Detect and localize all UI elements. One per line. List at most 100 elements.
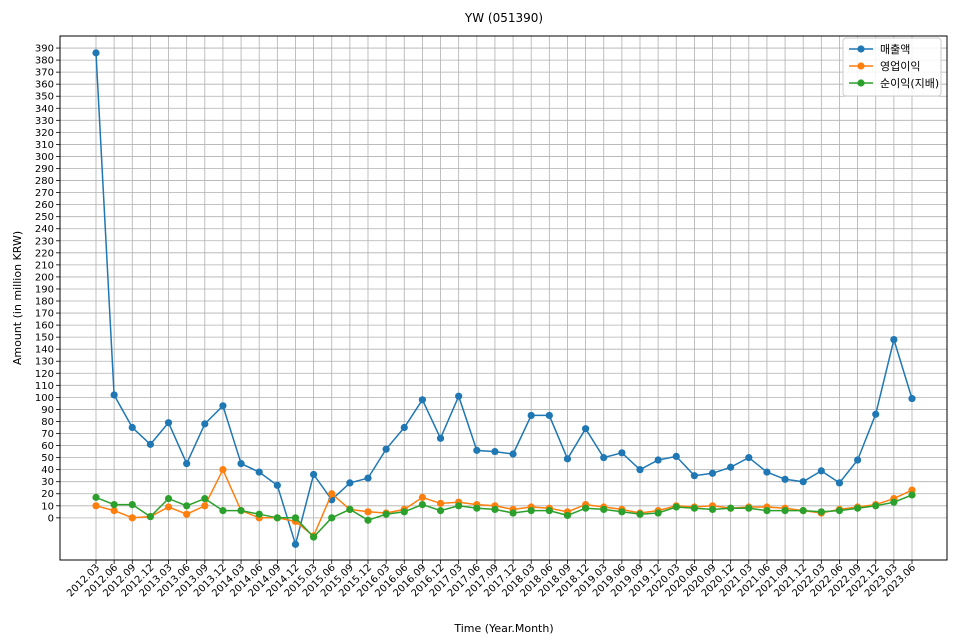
data-point: [219, 402, 227, 410]
data-point: [328, 490, 336, 498]
y-tick-label: 180: [35, 297, 54, 308]
series-line-1: [95, 467, 913, 538]
y-tick-label: 250: [35, 212, 54, 223]
data-point: [201, 420, 209, 428]
data-point: [799, 507, 807, 515]
y-tick-label: 160: [35, 321, 54, 332]
y-tick-label: 240: [35, 224, 54, 235]
data-point: [418, 500, 426, 509]
series-line-2: [95, 494, 913, 539]
data-point: [890, 498, 898, 506]
y-tick-label: 80: [41, 417, 54, 428]
data-point: [509, 450, 517, 458]
data-point: [455, 392, 463, 400]
y-tick-label: 10: [41, 501, 54, 512]
data-point: [110, 507, 118, 515]
y-tick-label: 150: [35, 333, 54, 344]
x-axis-title: Time (Year.Month): [453, 622, 553, 635]
data-point: [817, 467, 825, 475]
data-point: [745, 454, 753, 462]
data-point: [346, 505, 354, 514]
data-point: [382, 445, 390, 453]
data-point: [672, 503, 680, 511]
data-point: [183, 510, 191, 518]
data-point: [600, 505, 608, 514]
data-point: [164, 494, 173, 503]
data-point: [690, 504, 699, 512]
data-point: [545, 507, 553, 515]
data-point: [146, 440, 154, 448]
y-tick-label: 90: [41, 405, 54, 416]
data-point: [563, 455, 572, 463]
y-tick-label: 320: [35, 128, 54, 139]
data-point: [745, 504, 753, 512]
data-point: [273, 514, 281, 522]
y-tick-label: 220: [35, 248, 54, 259]
y-tick-label: 210: [35, 260, 54, 271]
y-axis: 0102030405060708090100110120130140150160…: [35, 44, 60, 524]
y-tick-label: 30: [41, 477, 54, 488]
data-point: [545, 411, 553, 420]
data-point: [128, 500, 136, 509]
data-point: [563, 511, 572, 520]
data-point: [835, 507, 844, 515]
data-point: [872, 410, 880, 418]
data-point: [110, 500, 118, 509]
data-point: [128, 423, 136, 432]
data-point: [291, 540, 300, 548]
data-point: [436, 499, 445, 507]
y-tick-label: 20: [41, 489, 54, 500]
data-point: [183, 502, 191, 510]
data-point: [364, 508, 372, 516]
y-tick-label: 350: [35, 92, 54, 103]
legend-swatch-marker: [857, 45, 865, 53]
data-point: [654, 509, 662, 517]
y-tick-label: 100: [35, 393, 54, 404]
data-point: [908, 491, 916, 499]
y-tick-label: 70: [41, 429, 54, 440]
data-point: [92, 502, 100, 510]
legend-label: 매출액: [880, 43, 910, 56]
data-point: [255, 510, 263, 518]
data-point: [382, 510, 390, 518]
data-point: [310, 470, 318, 479]
data-point: [146, 513, 154, 521]
series-line-0: [95, 52, 913, 548]
data-point: [291, 514, 300, 522]
data-point: [582, 425, 590, 433]
data-point: [255, 468, 263, 476]
data-point: [364, 474, 372, 482]
data-point: [92, 49, 100, 57]
y-tick-label: 390: [35, 44, 54, 55]
data-point: [400, 508, 408, 516]
data-point: [854, 504, 862, 512]
data-point: [436, 507, 445, 515]
data-point: [890, 335, 898, 344]
data-point: [781, 507, 789, 515]
y-tick-label: 0: [48, 513, 54, 524]
y-tick-label: 380: [35, 56, 54, 67]
data-point: [201, 502, 209, 510]
data-point: [654, 456, 662, 464]
data-point: [436, 434, 445, 442]
y-tick-label: 140: [35, 345, 54, 356]
data-point: [310, 533, 318, 541]
data-point: [164, 503, 173, 511]
data-point: [128, 514, 136, 522]
data-point: [618, 449, 626, 457]
y-tick-label: 370: [35, 68, 54, 79]
y-axis-title: Amount (in million KRW): [11, 231, 24, 365]
data-point: [273, 481, 281, 489]
data-point: [727, 463, 735, 471]
y-tick-label: 280: [35, 176, 54, 187]
y-tick-label: 130: [35, 357, 54, 368]
data-point: [799, 478, 807, 486]
data-point: [418, 396, 426, 404]
y-tick-label: 110: [35, 381, 54, 392]
data-point: [527, 507, 535, 515]
data-point: [92, 493, 100, 501]
data-point: [219, 466, 227, 474]
data-point: [346, 479, 354, 487]
